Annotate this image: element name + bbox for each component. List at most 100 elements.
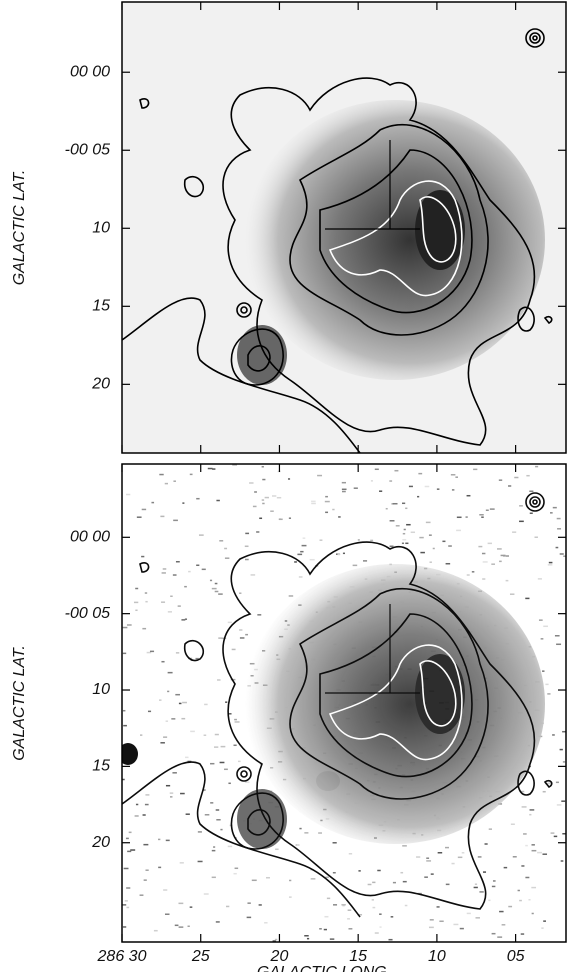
noise (304, 832, 309, 834)
source (122, 743, 138, 765)
noise (394, 469, 399, 472)
panels: 00 00 -00 05 10 15 20 GALACTIC LAT. 00 00 -00 0… (11, 1, 567, 972)
noise (211, 587, 217, 590)
noise (390, 916, 394, 918)
noise (523, 833, 527, 835)
noise (347, 918, 350, 920)
noise (261, 499, 265, 501)
noise (456, 516, 462, 519)
frame (121, 463, 567, 943)
noise (333, 904, 338, 906)
noise (219, 761, 225, 764)
noise (341, 488, 347, 491)
noise (324, 500, 330, 503)
noise (362, 560, 368, 562)
noise (127, 850, 132, 853)
noise (178, 902, 184, 905)
noise (252, 505, 257, 508)
noise (175, 560, 180, 563)
noise (167, 690, 170, 693)
noise (332, 871, 336, 874)
noise (215, 809, 220, 811)
noise (538, 619, 543, 621)
noise (471, 571, 475, 573)
noise (456, 529, 461, 532)
noise (197, 831, 202, 833)
noise (275, 848, 279, 851)
noise (379, 913, 382, 915)
noise (288, 896, 292, 898)
noise (301, 544, 307, 547)
noise (126, 624, 132, 626)
noise (466, 574, 470, 576)
noise (226, 905, 230, 908)
noise (135, 803, 139, 806)
noise (220, 745, 226, 748)
noise (529, 490, 534, 492)
noise (231, 648, 236, 651)
noise (559, 748, 563, 751)
noise (145, 600, 148, 603)
noise (402, 845, 407, 847)
noise (367, 883, 372, 886)
noise (181, 619, 186, 621)
noise (342, 904, 345, 907)
noise (165, 784, 171, 787)
noise (262, 502, 265, 505)
noise (389, 545, 394, 548)
noise (357, 539, 360, 541)
noise (426, 860, 432, 862)
noise (187, 925, 190, 928)
noise (175, 652, 180, 654)
y-tick-label: 00 00 (70, 63, 110, 80)
noise (161, 572, 166, 574)
noise (491, 885, 496, 888)
noise (184, 618, 188, 620)
noise (288, 595, 294, 597)
noise (167, 671, 173, 674)
noise (214, 746, 219, 748)
noise (196, 497, 200, 500)
noise (403, 528, 406, 531)
y-axis-label: GALACTIC LAT. (11, 170, 28, 286)
noise (145, 869, 149, 871)
noise (165, 720, 169, 722)
noise (388, 938, 393, 941)
noise (207, 467, 213, 470)
noise (424, 876, 428, 878)
noise (319, 928, 322, 930)
noise (371, 899, 374, 901)
noise (143, 843, 149, 846)
noise (296, 844, 300, 846)
noise (426, 857, 430, 859)
noise (555, 546, 559, 549)
noise (204, 703, 208, 706)
noise (342, 490, 346, 493)
y-tick-label: 10 (92, 681, 110, 698)
noise (525, 876, 530, 879)
noise (262, 478, 266, 481)
noise (374, 468, 379, 471)
noise (128, 831, 132, 834)
noise (212, 468, 216, 470)
noise (218, 593, 223, 595)
noise (161, 660, 165, 663)
noise (353, 487, 358, 489)
noise (298, 576, 303, 578)
noise (318, 832, 322, 834)
noise (250, 574, 256, 576)
noise (122, 778, 125, 781)
noise (299, 827, 302, 830)
noise (160, 742, 165, 744)
noise (474, 883, 478, 885)
noise (370, 539, 374, 542)
noise (420, 551, 425, 554)
noise (272, 940, 277, 942)
noise (179, 862, 184, 864)
noise (560, 860, 564, 862)
noise (557, 528, 562, 530)
noise (512, 531, 517, 533)
noise (227, 845, 233, 848)
noise (216, 499, 220, 502)
